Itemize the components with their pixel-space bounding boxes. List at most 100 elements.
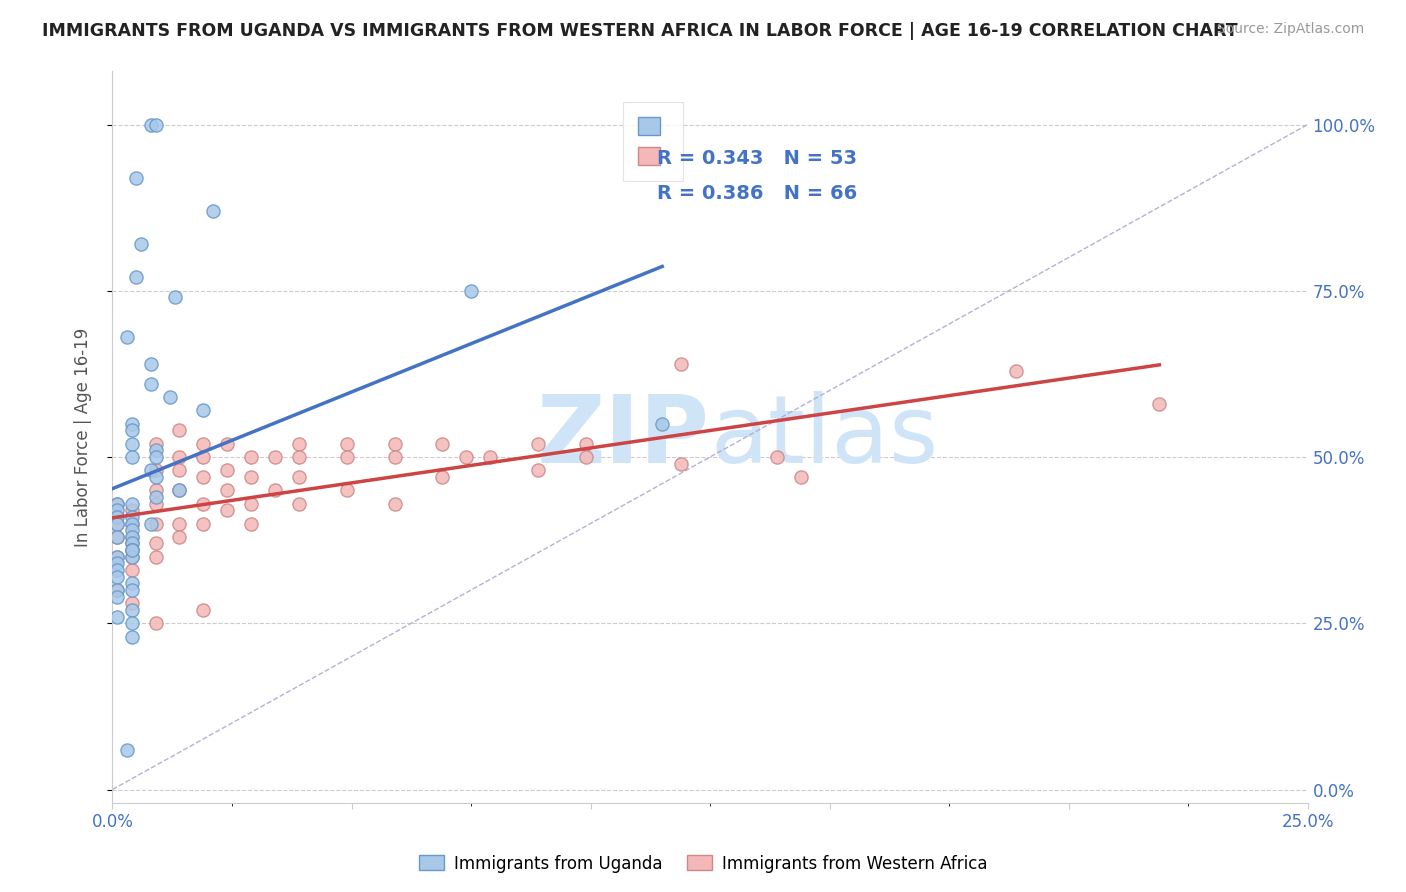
Point xyxy=(121,543,143,558)
Legend: Immigrants from Uganda, Immigrants from Western Africa: Immigrants from Uganda, Immigrants from … xyxy=(412,848,994,880)
Point xyxy=(129,237,152,252)
Point xyxy=(121,424,143,438)
Point xyxy=(139,357,162,371)
Point xyxy=(240,516,263,531)
Point xyxy=(121,603,143,617)
Point xyxy=(169,463,191,477)
Point xyxy=(201,204,224,219)
Point xyxy=(105,563,128,577)
Text: ZIP: ZIP xyxy=(537,391,710,483)
Point xyxy=(217,503,239,517)
Point xyxy=(217,436,239,450)
Y-axis label: In Labor Force | Age 16-19: In Labor Force | Age 16-19 xyxy=(73,327,91,547)
Point xyxy=(121,543,143,558)
Point xyxy=(264,483,287,498)
Point xyxy=(193,497,215,511)
Point xyxy=(336,436,359,450)
Point xyxy=(145,490,167,504)
Point xyxy=(145,516,167,531)
Point xyxy=(288,497,311,511)
Point xyxy=(1005,363,1028,377)
Point xyxy=(169,450,191,464)
Point xyxy=(432,470,454,484)
Point xyxy=(105,582,128,597)
Point xyxy=(121,536,143,550)
Point xyxy=(193,450,215,464)
Point xyxy=(121,576,143,591)
Point xyxy=(105,497,128,511)
Point xyxy=(121,543,143,558)
Point xyxy=(145,483,167,498)
Point xyxy=(121,536,143,550)
Text: IMMIGRANTS FROM UGANDA VS IMMIGRANTS FROM WESTERN AFRICA IN LABOR FORCE | AGE 16: IMMIGRANTS FROM UGANDA VS IMMIGRANTS FRO… xyxy=(42,22,1237,40)
Point xyxy=(169,530,191,544)
Point xyxy=(121,450,143,464)
Point xyxy=(145,470,167,484)
Text: Source: ZipAtlas.com: Source: ZipAtlas.com xyxy=(1216,22,1364,37)
Point xyxy=(527,463,550,477)
Point xyxy=(336,450,359,464)
Point xyxy=(105,530,128,544)
Point xyxy=(125,170,148,185)
Point xyxy=(121,523,143,537)
Point xyxy=(105,497,128,511)
Point xyxy=(336,483,359,498)
Point xyxy=(121,530,143,544)
Point xyxy=(193,516,215,531)
Point xyxy=(105,530,128,544)
Point xyxy=(139,516,162,531)
Point xyxy=(145,616,167,631)
Point xyxy=(159,390,181,404)
Point xyxy=(121,616,143,631)
Point xyxy=(121,549,143,564)
Point xyxy=(193,470,215,484)
Point xyxy=(288,470,311,484)
Point xyxy=(105,549,128,564)
Point xyxy=(193,603,215,617)
Point xyxy=(121,563,143,577)
Point xyxy=(1149,397,1171,411)
Point xyxy=(671,357,693,371)
Point xyxy=(671,457,693,471)
Point xyxy=(169,483,191,498)
Point xyxy=(121,497,143,511)
Point xyxy=(651,417,673,431)
Point xyxy=(169,483,191,498)
Point xyxy=(105,509,128,524)
Text: atlas: atlas xyxy=(710,391,938,483)
Point xyxy=(139,376,162,391)
Point xyxy=(527,436,550,450)
Point xyxy=(139,463,162,477)
Point xyxy=(121,582,143,597)
Point xyxy=(105,590,128,604)
Point xyxy=(105,609,128,624)
Point xyxy=(145,436,167,450)
Point xyxy=(193,403,215,417)
Point xyxy=(139,118,162,132)
Point xyxy=(105,557,128,571)
Point xyxy=(288,436,311,450)
Point xyxy=(163,290,186,304)
Point xyxy=(240,450,263,464)
Point xyxy=(105,570,128,584)
Text: R = 0.343   N = 53: R = 0.343 N = 53 xyxy=(658,149,858,168)
Point xyxy=(105,549,128,564)
Point xyxy=(575,450,598,464)
Point xyxy=(240,470,263,484)
Point xyxy=(264,450,287,464)
Point xyxy=(240,497,263,511)
Point xyxy=(169,516,191,531)
Point xyxy=(121,503,143,517)
Point xyxy=(105,582,128,597)
Point xyxy=(105,503,128,517)
Point xyxy=(121,530,143,544)
Point xyxy=(145,463,167,477)
Point xyxy=(105,516,128,531)
Point xyxy=(145,536,167,550)
Point xyxy=(766,450,789,464)
Point xyxy=(169,424,191,438)
Point xyxy=(384,497,406,511)
Point xyxy=(432,436,454,450)
Legend: , : , xyxy=(623,103,683,181)
Point xyxy=(105,516,128,531)
